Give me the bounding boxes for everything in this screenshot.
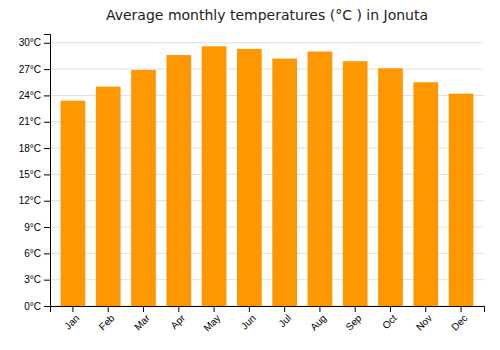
tick-label: 27°C: [19, 64, 41, 75]
tick-label: Jun: [239, 312, 258, 331]
y-axis: 0°C 3°C 6°C 9°C 12°C 15°C 18°C 21°C 24°C 27°C 30°C: [19, 35, 51, 312]
tick: Apr: [168, 306, 187, 331]
tick-label: Sep: [343, 312, 364, 333]
bar: [343, 61, 368, 306]
tick: 3°C: [24, 274, 50, 285]
tick-mark: [44, 253, 50, 254]
bar: [202, 46, 227, 306]
chart: 0°C 3°C 6°C 9°C 12°C 15°C 18°C 21°C 24°C 27°C 30°C…: [0, 0, 500, 350]
tick: 27°C: [19, 64, 50, 75]
tick-label: 6°C: [24, 248, 41, 259]
tick-label: Mar: [132, 312, 152, 332]
bar: [237, 49, 262, 306]
bar: [413, 82, 438, 306]
tick-label: 3°C: [24, 274, 41, 285]
tick: 12°C: [19, 195, 50, 206]
tick-mark: [461, 306, 462, 312]
bar: [308, 52, 333, 306]
tick-mark: [44, 43, 50, 44]
axis-line: [44, 35, 51, 307]
tick: 9°C: [24, 222, 50, 233]
tick-label: 24°C: [19, 90, 41, 101]
tick-mark: [108, 306, 109, 312]
tick-mark: [249, 306, 250, 312]
tick-label: Nov: [414, 312, 434, 332]
x-axis: Jan Feb Mar Apr May Jun Jul Aug Sep Oct Nov Dec: [51, 306, 485, 334]
tick: Oct: [380, 306, 399, 331]
tick-mark: [44, 174, 50, 175]
tick-label: 30°C: [19, 37, 41, 48]
tick: Aug: [308, 306, 328, 333]
tick-label: Oct: [380, 312, 399, 331]
tick: Mar: [132, 306, 152, 332]
bar: [449, 94, 474, 306]
bar: [166, 55, 191, 306]
tick: 21°C: [19, 116, 50, 127]
grid: [50, 43, 484, 306]
tick: 0°C: [24, 301, 50, 312]
tick-label: 9°C: [24, 222, 41, 233]
tick: Nov: [414, 306, 434, 333]
tick: 6°C: [24, 248, 50, 259]
tick-label: Feb: [97, 312, 117, 332]
tick-mark: [44, 306, 50, 307]
tick: 30°C: [19, 37, 50, 48]
tick-mark: [214, 306, 215, 312]
tick-mark: [178, 306, 179, 312]
tick: 18°C: [19, 143, 50, 154]
bar: [272, 59, 297, 306]
tick: Jul: [276, 306, 293, 329]
tick-mark: [425, 306, 426, 312]
tick-mark: [319, 306, 320, 312]
grid-line: [50, 42, 484, 43]
tick: Feb: [97, 306, 117, 332]
tick-mark: [44, 201, 50, 202]
tick-label: 21°C: [19, 116, 41, 127]
title: Average monthly temperatures (°C ) in Jo…: [106, 7, 428, 23]
tick-label: 18°C: [19, 143, 41, 154]
tick-label: Apr: [168, 312, 187, 331]
bar: [96, 87, 121, 306]
tick-mark: [284, 306, 285, 312]
tick-label: 12°C: [19, 195, 41, 206]
tick-mark: [44, 148, 50, 149]
tick-label: 15°C: [19, 169, 41, 180]
tick: Dec: [449, 306, 469, 333]
tick-mark: [44, 122, 50, 123]
tick-mark: [44, 69, 50, 70]
tick-mark: [72, 306, 73, 312]
tick: May: [201, 306, 222, 334]
tick: Sep: [343, 306, 364, 333]
tick-label: 0°C: [24, 301, 41, 312]
bar: [378, 68, 403, 306]
tick: 24°C: [19, 90, 50, 101]
tick-mark: [44, 280, 50, 281]
tick-label: Dec: [449, 312, 469, 332]
bars: [61, 46, 474, 306]
grid-line: [50, 69, 484, 70]
tick-label: Aug: [308, 312, 328, 332]
tick-mark: [44, 227, 50, 228]
tick-mark: [143, 306, 144, 312]
tick-label: Jul: [276, 312, 293, 329]
bar: [131, 70, 156, 306]
tick: 15°C: [19, 169, 50, 180]
plot: 0°C 3°C 6°C 9°C 12°C 15°C 18°C 21°C 24°C 27°C 30°C…: [19, 35, 485, 334]
tick-label: Jan: [62, 312, 81, 331]
tick-mark: [44, 95, 50, 96]
tick-mark: [355, 306, 356, 312]
bar: [61, 101, 86, 306]
tick: Jan: [62, 306, 81, 332]
axis-line: [51, 307, 485, 313]
tick: Jun: [239, 306, 258, 332]
tick-mark: [390, 306, 391, 312]
tick-label: May: [201, 312, 222, 333]
